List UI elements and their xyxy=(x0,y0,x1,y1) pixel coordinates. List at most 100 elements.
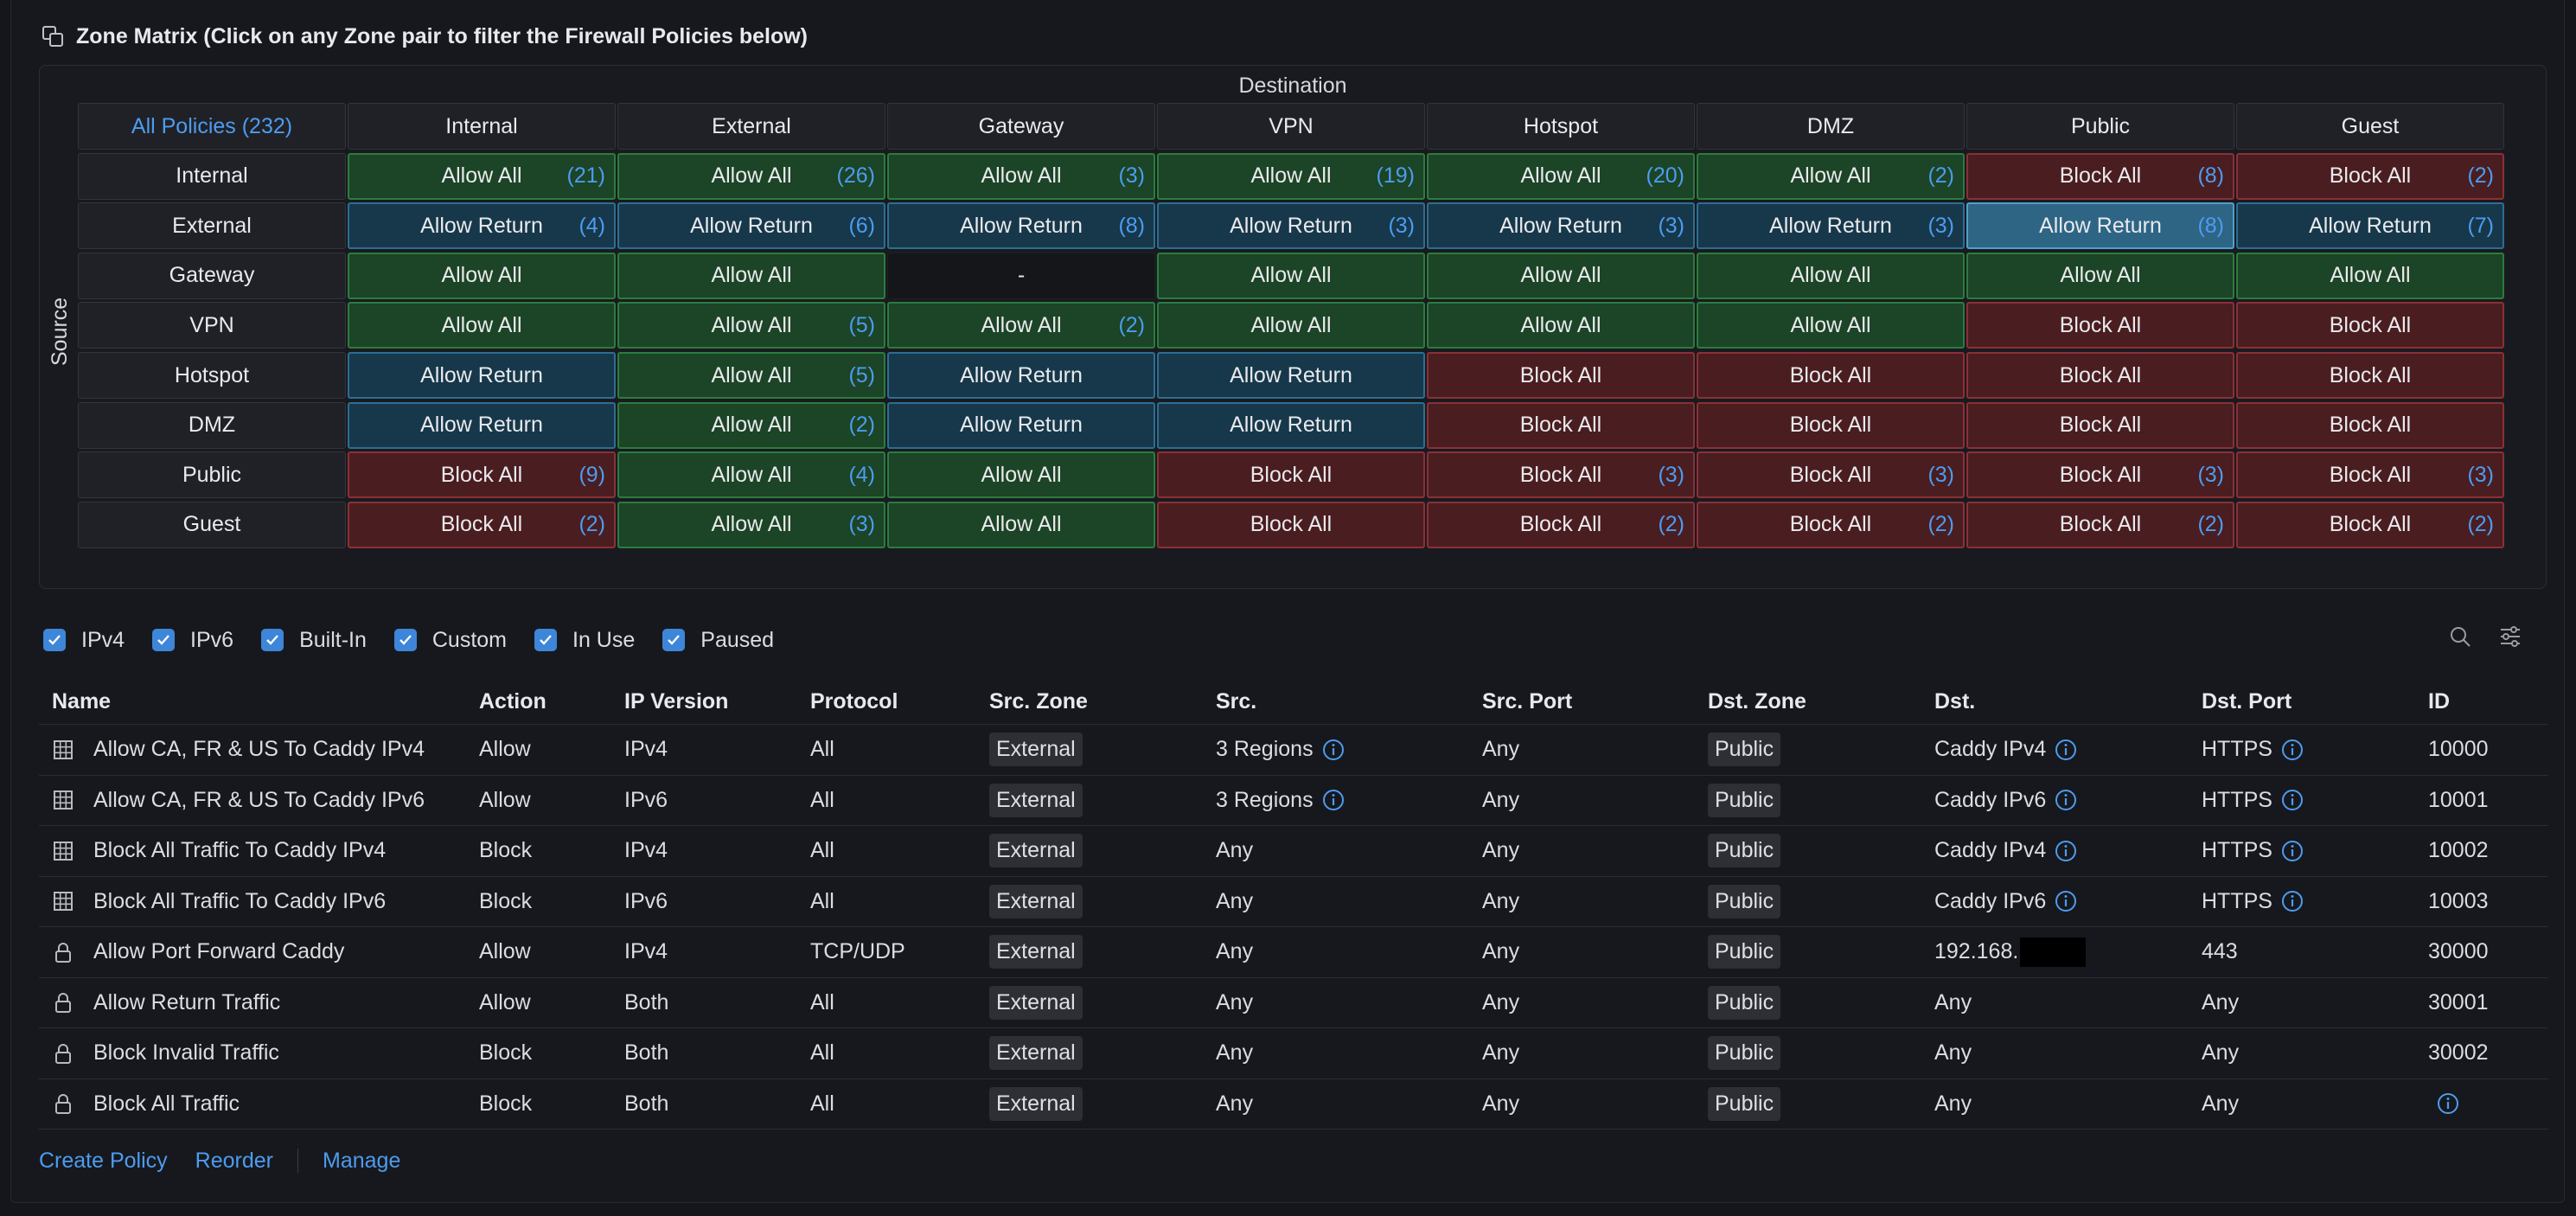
zone-cell-internal-hotspot[interactable]: Allow All (20) xyxy=(1427,152,1695,200)
zone-cell-hotspot-gateway[interactable]: Allow Return xyxy=(887,352,1155,399)
zone-cell-gateway-vpn[interactable]: Allow All xyxy=(1157,252,1425,299)
checkbox-checked-icon[interactable] xyxy=(534,629,558,651)
zone-cell-external-public[interactable]: Allow Return (8) xyxy=(1966,202,2234,250)
zone-cell-guest-vpn[interactable]: Block All xyxy=(1157,501,1425,548)
zone-cell-external-dmz[interactable]: Allow Return (3) xyxy=(1697,202,1965,250)
zone-cell-gateway-hotspot[interactable]: Allow All xyxy=(1427,252,1695,299)
table-row[interactable]: Block All Traffic To Caddy IPv4 Block IPv4… xyxy=(39,826,2548,877)
filter-ipv6-checkbox[interactable]: IPv6 xyxy=(152,628,233,653)
table-row[interactable]: Block Invalid Traffic Block Both All Externa… xyxy=(39,1028,2548,1079)
zone-cell-vpn-gateway[interactable]: Allow All (2) xyxy=(887,302,1155,349)
zone-cell-external-gateway[interactable]: Allow Return (8) xyxy=(887,202,1155,250)
zone-cell-hotspot-hotspot[interactable]: Block All xyxy=(1427,352,1695,399)
column-header[interactable]: Protocol xyxy=(810,688,898,714)
zone-cell-internal-internal[interactable]: Allow All (21) xyxy=(348,152,616,200)
zone-cell-guest-guest[interactable]: Block All (2) xyxy=(2236,501,2504,548)
zone-cell-gateway-public[interactable]: Allow All xyxy=(1966,252,2234,299)
checkbox-checked-icon[interactable] xyxy=(393,629,417,651)
zone-cell-internal-public[interactable]: Block All (8) xyxy=(1966,152,2234,200)
table-row[interactable]: Allow Port Forward Caddy Allow IPv4 TCP/UDP… xyxy=(39,927,2548,978)
zone-cell-vpn-guest[interactable]: Block All xyxy=(2236,302,2504,349)
zone-cell-dmz-external[interactable]: Allow All (2) xyxy=(617,401,885,449)
info-icon[interactable] xyxy=(2055,840,2077,862)
column-header[interactable]: IP Version xyxy=(624,688,729,714)
zone-cell-dmz-guest[interactable]: Block All xyxy=(2236,401,2504,449)
zone-cell-hotspot-guest[interactable]: Block All xyxy=(2236,352,2504,399)
zone-cell-vpn-dmz[interactable]: Allow All xyxy=(1697,302,1965,349)
checkbox-checked-icon[interactable] xyxy=(43,629,66,651)
column-header[interactable]: Src. Zone xyxy=(989,688,1088,714)
zone-cell-public-vpn[interactable]: Block All xyxy=(1157,451,1425,499)
info-icon[interactable] xyxy=(2055,890,2077,912)
zone-cell-gateway-guest[interactable]: Allow All xyxy=(2236,252,2504,299)
column-header[interactable]: Dst. Port xyxy=(2202,688,2292,714)
checkbox-checked-icon[interactable] xyxy=(662,629,686,651)
table-row[interactable]: Allow CA, FR & US To Caddy IPv6 Allow IPv6… xyxy=(39,776,2548,826)
zone-cell-public-dmz[interactable]: Block All (3) xyxy=(1697,451,1965,499)
zone-cell-vpn-external[interactable]: Allow All (5) xyxy=(617,302,885,349)
zone-cell-dmz-public[interactable]: Block All xyxy=(1966,401,2234,449)
table-row[interactable]: Allow Return Traffic Allow Both All External… xyxy=(39,978,2548,1028)
checkbox-checked-icon[interactable] xyxy=(152,629,176,651)
column-header[interactable]: Action xyxy=(479,688,547,714)
zone-cell-internal-vpn[interactable]: Allow All (19) xyxy=(1157,152,1425,200)
zone-cell-public-hotspot[interactable]: Block All (3) xyxy=(1427,451,1695,499)
zone-cell-external-guest[interactable]: Allow Return (7) xyxy=(2236,202,2504,250)
zone-cell-vpn-hotspot[interactable]: Allow All xyxy=(1427,302,1695,349)
column-header[interactable]: Name xyxy=(52,688,112,714)
zone-cell-gateway-external[interactable]: Allow All xyxy=(617,252,885,299)
column-settings-icon[interactable] xyxy=(2498,624,2522,649)
zone-cell-external-internal[interactable]: Allow Return (4) xyxy=(348,202,616,250)
table-row[interactable]: Block All Traffic Block Both All External Any… xyxy=(39,1079,2548,1130)
zone-cell-public-external[interactable]: Allow All (4) xyxy=(617,451,885,499)
column-header[interactable]: Src. Port xyxy=(1482,688,1573,714)
zone-cell-dmz-gateway[interactable]: Allow Return xyxy=(887,401,1155,449)
reorder-link[interactable]: Reorder xyxy=(195,1148,273,1173)
info-icon[interactable] xyxy=(2281,739,2304,761)
info-icon[interactable] xyxy=(2055,789,2077,811)
create-policy-link[interactable]: Create Policy xyxy=(39,1148,168,1173)
zone-cell-external-vpn[interactable]: Allow Return (3) xyxy=(1157,202,1425,250)
column-header[interactable]: Src. xyxy=(1216,688,1257,714)
zone-cell-external-hotspot[interactable]: Allow Return (3) xyxy=(1427,202,1695,250)
filter-paused-checkbox[interactable]: Paused xyxy=(662,628,774,653)
column-header[interactable]: ID xyxy=(2428,688,2450,714)
zone-cell-external-external[interactable]: Allow Return (6) xyxy=(617,202,885,250)
zone-cell-hotspot-external[interactable]: Allow All (5) xyxy=(617,352,885,399)
zone-cell-gateway-internal[interactable]: Allow All xyxy=(348,252,616,299)
table-row[interactable]: Block All Traffic To Caddy IPv6 Block IPv6… xyxy=(39,877,2548,927)
column-header[interactable]: Dst. xyxy=(1934,688,1976,714)
info-icon[interactable] xyxy=(2437,1092,2459,1115)
all-policies-button[interactable]: All Policies (232) xyxy=(78,103,346,150)
zone-cell-internal-guest[interactable]: Block All (2) xyxy=(2236,152,2504,200)
zone-cell-dmz-internal[interactable]: Allow Return xyxy=(348,401,616,449)
zone-cell-vpn-public[interactable]: Block All xyxy=(1966,302,2234,349)
zone-cell-hotspot-internal[interactable]: Allow Return xyxy=(348,352,616,399)
zone-cell-guest-gateway[interactable]: Allow All xyxy=(887,501,1155,548)
info-icon[interactable] xyxy=(2281,840,2304,862)
zone-cell-public-public[interactable]: Block All (3) xyxy=(1966,451,2234,499)
zone-cell-gateway-dmz[interactable]: Allow All xyxy=(1697,252,1965,299)
filter-built-in-checkbox[interactable]: Built-In xyxy=(261,628,367,653)
info-icon[interactable] xyxy=(1322,739,1345,761)
zone-cell-guest-dmz[interactable]: Block All (2) xyxy=(1697,501,1965,548)
zone-cell-internal-gateway[interactable]: Allow All (3) xyxy=(887,152,1155,200)
info-icon[interactable] xyxy=(2281,890,2304,912)
zone-cell-guest-public[interactable]: Block All (2) xyxy=(1966,501,2234,548)
checkbox-checked-icon[interactable] xyxy=(261,629,284,651)
zone-cell-public-guest[interactable]: Block All (3) xyxy=(2236,451,2504,499)
zone-cell-vpn-internal[interactable]: Allow All xyxy=(348,302,616,349)
info-icon[interactable] xyxy=(1322,789,1345,811)
zone-cell-hotspot-vpn[interactable]: Allow Return xyxy=(1157,352,1425,399)
filter-ipv4-checkbox[interactable]: IPv4 xyxy=(43,628,125,653)
zone-cell-guest-external[interactable]: Allow All (3) xyxy=(617,501,885,548)
zone-cell-hotspot-dmz[interactable]: Block All xyxy=(1697,352,1965,399)
zone-cell-guest-internal[interactable]: Block All (2) xyxy=(348,501,616,548)
zone-cell-public-gateway[interactable]: Allow All xyxy=(887,451,1155,499)
manage-link[interactable]: Manage xyxy=(323,1148,401,1173)
info-icon[interactable] xyxy=(2281,789,2304,811)
zone-cell-internal-external[interactable]: Allow All (26) xyxy=(617,152,885,200)
zone-cell-hotspot-public[interactable]: Block All xyxy=(1966,352,2234,399)
zone-cell-dmz-vpn[interactable]: Allow Return xyxy=(1157,401,1425,449)
info-icon[interactable] xyxy=(2055,739,2077,761)
